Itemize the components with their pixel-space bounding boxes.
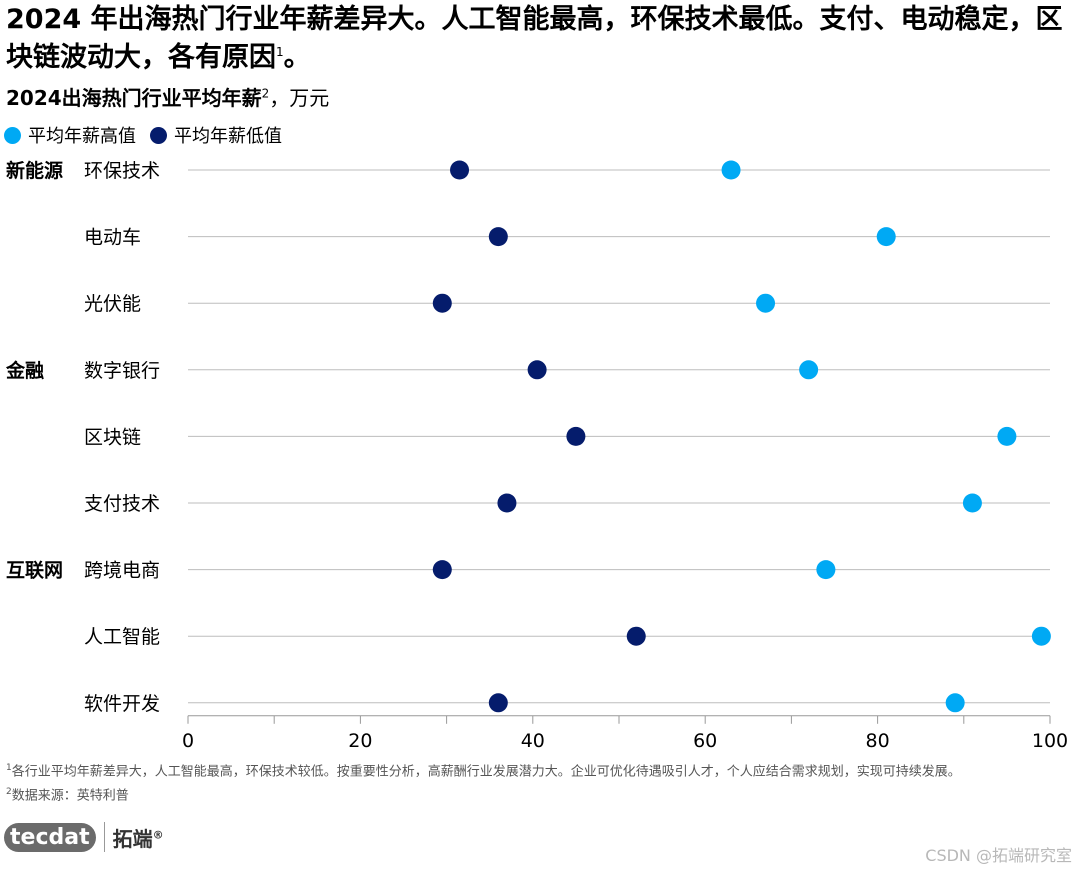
low-value-point: [497, 493, 517, 513]
high-value-point: [721, 160, 741, 180]
high-value-point: [816, 560, 836, 580]
category-label: 光伏能: [84, 293, 141, 315]
chart-title-text: 2024出海热门行业平均年薪: [6, 86, 262, 110]
high-value-point: [876, 227, 896, 247]
footnote-1-text: 各行业平均年薪差异大，人工智能最高，环保技术较低。按重要性分析，高薪酬行业发展潜…: [11, 764, 961, 780]
category-label: 电动车: [84, 227, 141, 249]
high-value-point: [997, 426, 1017, 446]
footnote-1-ref: 1: [6, 763, 12, 773]
group-label: 互联网: [6, 560, 63, 582]
low-value-point: [450, 160, 470, 180]
high-value-point: [945, 693, 965, 713]
logo-cn: 拓端®: [113, 823, 164, 852]
brand-logo: tecdat 拓端®: [4, 822, 164, 852]
legend-high-label: 平均年薪高值: [28, 126, 136, 147]
high-value-point: [962, 493, 982, 513]
footnote-2-text: 数据来源：英特利普: [11, 788, 129, 804]
footnote-2-ref: 2: [6, 787, 12, 798]
logo-cn-text: 拓端: [112, 826, 153, 851]
legend-item-low: 平均年薪低值: [150, 122, 282, 148]
x-tick-label: 80: [866, 730, 890, 752]
low-value-point: [626, 626, 646, 646]
legend: 平均年薪高值 平均年薪低值: [4, 122, 296, 148]
category-label: 环保技术: [84, 160, 160, 182]
logo-divider: [103, 822, 105, 852]
low-value-point: [488, 693, 508, 713]
legend-low-dot-icon: [150, 126, 167, 144]
x-tick-label: 100: [1032, 730, 1068, 752]
low-value-point: [488, 227, 508, 247]
group-label: 金融: [5, 359, 44, 382]
logo-mark: tecdat: [4, 822, 96, 852]
low-value-point: [566, 426, 586, 446]
category-label: 数字银行: [84, 360, 160, 382]
chart-title: 2024出海热门行业平均年薪2，万元: [6, 82, 329, 111]
x-tick-label: 60: [693, 730, 717, 752]
legend-high-dot-icon: [4, 126, 21, 144]
watermark: CSDN @拓端研究室: [925, 846, 1072, 865]
footnote-1: 1各行业平均年薪差异大，人工智能最高，环保技术较低。按重要性分析，高薪酬行业发展…: [6, 760, 1074, 780]
headline: 2024 年出海热门行业年薪差异大。人工智能最高，环保技术最低。支付、电动稳定，…: [6, 4, 1063, 73]
category-label: 人工智能: [84, 626, 160, 648]
x-tick-label: 20: [348, 730, 372, 752]
chart-title-ref: 2: [261, 86, 270, 101]
low-value-point: [432, 293, 452, 313]
headline-footnote-ref: 1: [276, 45, 284, 59]
x-tick-label: 40: [521, 730, 545, 752]
footnote-2: 2数据来源：英特利普: [6, 784, 1074, 804]
category-label: 跨境电商: [84, 560, 160, 582]
high-value-point: [799, 360, 819, 380]
group-label: 新能源: [6, 159, 63, 182]
legend-low-label: 平均年薪低值: [174, 126, 282, 147]
logo-reg: ®: [152, 827, 164, 841]
category-label: 软件开发: [84, 693, 160, 715]
chart-unit: ，万元: [269, 86, 330, 110]
footnotes: 1各行业平均年薪差异大，人工智能最高，环保技术较低。按重要性分析，高薪酬行业发展…: [6, 760, 1074, 805]
high-value-point: [1031, 626, 1051, 646]
legend-item-high: 平均年薪高值: [4, 122, 136, 148]
category-label: 支付技术: [84, 493, 160, 515]
category-label: 区块链: [84, 426, 141, 448]
low-value-point: [432, 560, 452, 580]
x-tick-label: 0: [182, 730, 194, 752]
low-value-point: [527, 360, 547, 380]
high-value-point: [756, 293, 776, 313]
